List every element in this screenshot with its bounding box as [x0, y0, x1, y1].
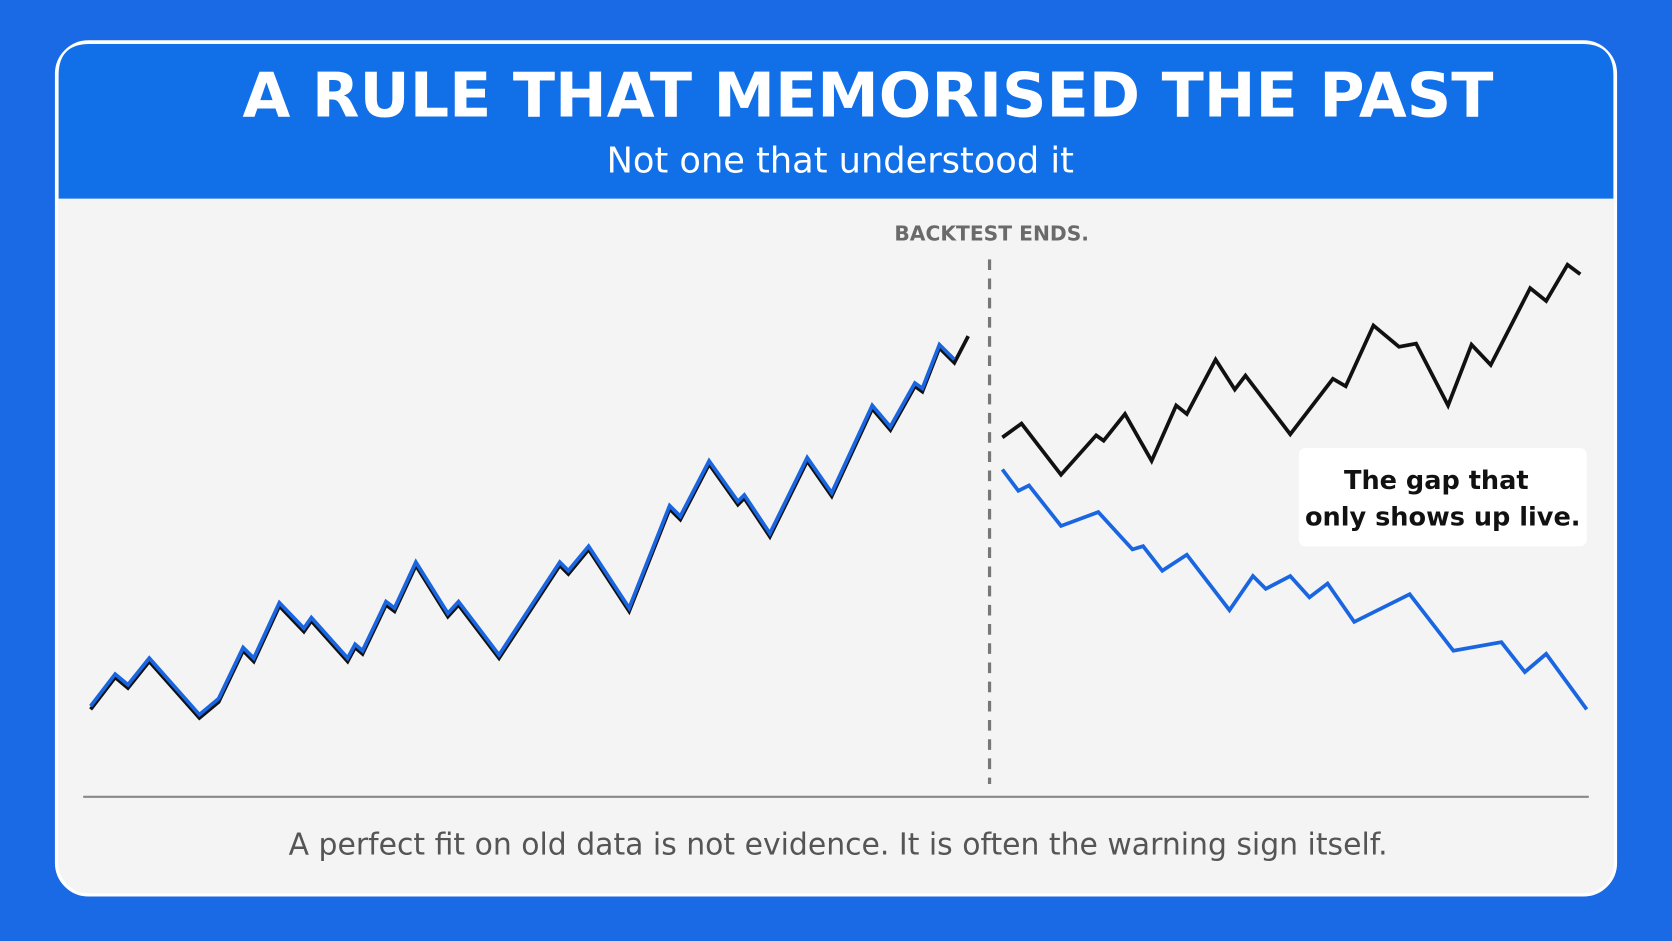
series-line: [89, 341, 956, 718]
annotation-line: only shows up live.: [1305, 502, 1581, 532]
caption: A perfect fit on old data is not evidenc…: [289, 827, 1388, 862]
header-band: [58, 43, 1614, 199]
annotation-box: [1298, 448, 1587, 547]
chart-subtitle: Not one that understood it: [607, 140, 1074, 181]
annotation-line: The gap that: [1344, 466, 1529, 496]
chart-title: A RULE THAT MEMORISED THE PAST: [243, 59, 1494, 131]
series-line: [1000, 468, 1589, 711]
series-line: [1001, 261, 1582, 478]
card: [54, 40, 1618, 897]
marker-label: BACKTEST ENDS.: [894, 221, 1089, 245]
